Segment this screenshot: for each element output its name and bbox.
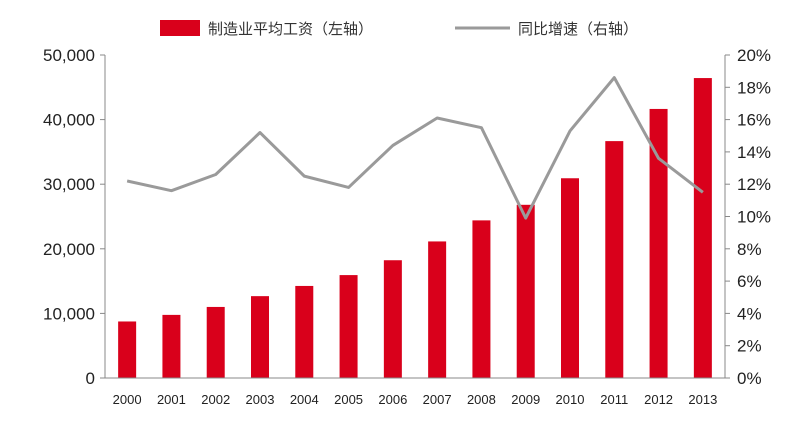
legend-label-line: 同比增速（右轴） — [518, 20, 638, 38]
x-tick-label: 2010 — [556, 392, 585, 407]
right-tick-label: 0% — [737, 369, 762, 388]
right-tick-label: 8% — [737, 240, 762, 259]
legend-item-line: 同比增速（右轴） — [455, 20, 638, 38]
right-tick-label: 14% — [737, 143, 771, 162]
bar-2004 — [295, 285, 314, 378]
x-tick-label: 2007 — [423, 392, 452, 407]
x-tick-label: 2000 — [113, 392, 142, 407]
left-axis-ticks: 0 10,000 20,000 30,000 40,000 50,000 — [43, 46, 105, 388]
right-tick-label: 10% — [737, 208, 771, 227]
x-axis-ticks: 2000 2001 2002 2003 2004 2005 2006 2007 2008 2009… — [113, 392, 718, 407]
right-tick-label: 12% — [737, 175, 771, 194]
bar-2006 — [383, 260, 402, 378]
bar-2002 — [206, 306, 225, 378]
bar-series — [118, 78, 712, 379]
bar-2012 — [649, 108, 668, 378]
x-tick-label: 2001 — [157, 392, 186, 407]
x-tick-label: 2002 — [201, 392, 230, 407]
left-tick-label: 10,000 — [43, 304, 95, 323]
left-tick-label: 40,000 — [43, 111, 95, 130]
bar-2000 — [118, 321, 137, 378]
x-tick-label: 2008 — [467, 392, 496, 407]
right-tick-label: 6% — [737, 272, 762, 291]
right-tick-label: 18% — [737, 78, 771, 97]
x-tick-label: 2012 — [644, 392, 673, 407]
legend: 制造业平均工资（左轴） 同比增速（右轴） — [160, 20, 638, 38]
x-tick-label: 2003 — [246, 392, 275, 407]
right-tick-label: 4% — [737, 304, 762, 323]
left-tick-label: 30,000 — [43, 175, 95, 194]
bar-2013 — [693, 78, 712, 379]
bar-2010 — [561, 178, 579, 378]
left-tick-label: 20,000 — [43, 240, 95, 259]
bar-2008 — [472, 220, 491, 378]
left-tick-label: 0 — [86, 369, 95, 388]
legend-label-bars: 制造业平均工资（左轴） — [208, 20, 373, 38]
left-tick-label: 50,000 — [43, 46, 95, 65]
bar-2001 — [162, 314, 181, 378]
axes — [104, 55, 726, 379]
x-tick-label: 2009 — [511, 392, 540, 407]
x-tick-label: 2006 — [378, 392, 407, 407]
right-tick-label: 2% — [737, 337, 762, 356]
x-tick-label: 2011 — [600, 392, 628, 407]
x-tick-label: 2013 — [688, 392, 717, 407]
growth-line — [126, 76, 704, 220]
x-tick-label: 2004 — [290, 392, 319, 407]
right-tick-label: 20% — [737, 46, 771, 65]
line-series — [126, 76, 704, 220]
right-axis-ticks: 0% 2% 4% 6% 8% 10% 12% 14% 16% 18% 20% — [725, 46, 771, 388]
legend-item-bars: 制造业平均工资（左轴） — [160, 20, 373, 38]
bar-2009 — [516, 204, 535, 378]
legend-swatch-bars — [160, 20, 200, 36]
x-tick-label: 2005 — [334, 392, 363, 407]
bar-2003 — [251, 296, 269, 378]
right-tick-label: 16% — [737, 111, 771, 130]
bar-2005 — [339, 275, 358, 378]
bar-2007 — [428, 241, 447, 378]
bar-2011 — [605, 141, 624, 378]
